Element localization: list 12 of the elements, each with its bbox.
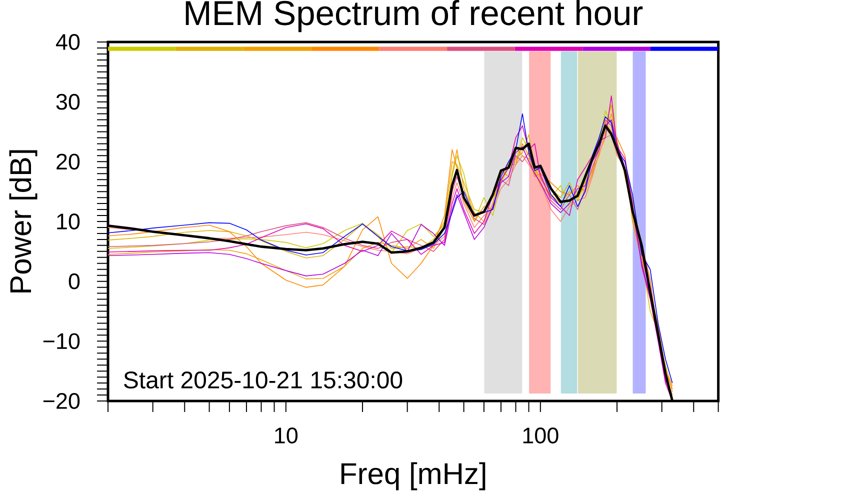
y-tick-label: 20 [56,154,80,170]
y-tick-label: 40 [56,34,80,50]
y-tick-label: 30 [56,94,80,110]
chart-title: MEM Spectrum of recent hour [186,0,643,32]
x-tick-label: 100 [523,428,558,444]
y-tick-label: 0 [68,273,80,290]
y-tick-label: 10 [57,214,80,230]
y-tick-label: −10 [43,333,80,350]
y-tick-label: −20 [43,393,80,409]
annotation: Start 2025-10-21 15:30:00 [124,372,402,389]
y-axis-title: Power [dB] [9,150,38,292]
x-axis-title: Freq [mHz] [341,462,486,490]
